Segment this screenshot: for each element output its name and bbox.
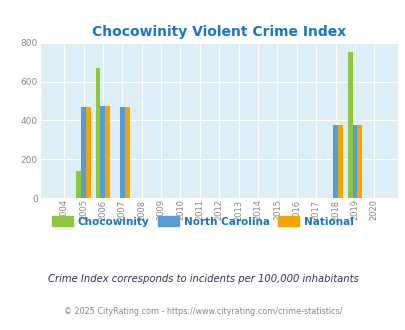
Legend: Chocowinity, North Carolina, National: Chocowinity, North Carolina, National <box>47 212 358 231</box>
Title: Chocowinity Violent Crime Index: Chocowinity Violent Crime Index <box>92 25 345 39</box>
Bar <box>119 107 124 198</box>
Bar <box>86 107 91 198</box>
Bar <box>76 171 81 198</box>
Bar <box>337 125 342 198</box>
Bar <box>100 106 105 198</box>
Bar <box>96 68 100 198</box>
Text: Crime Index corresponds to incidents per 100,000 inhabitants: Crime Index corresponds to incidents per… <box>47 274 358 284</box>
Bar <box>356 125 361 198</box>
Text: © 2025 CityRating.com - https://www.cityrating.com/crime-statistics/: © 2025 CityRating.com - https://www.city… <box>64 307 341 316</box>
Bar <box>81 107 86 198</box>
Bar <box>124 107 129 198</box>
Bar <box>352 125 356 198</box>
Bar <box>105 106 110 198</box>
Bar <box>347 51 352 198</box>
Bar <box>333 125 337 198</box>
